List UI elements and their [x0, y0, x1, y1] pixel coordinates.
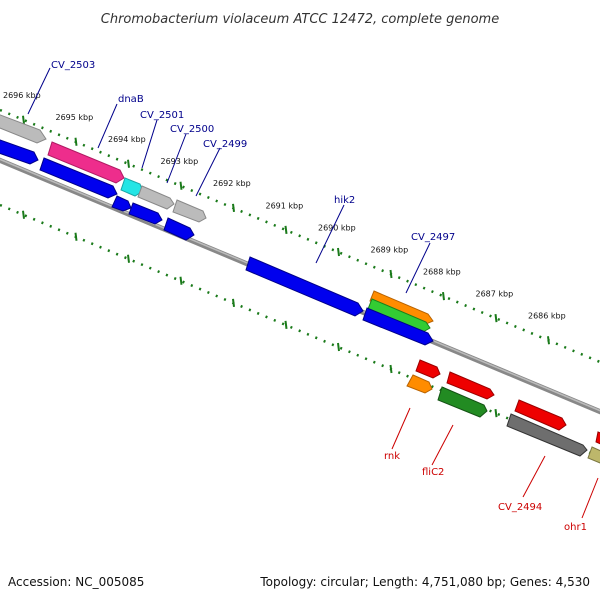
gene-labels: CV_2503 dnaB CV_2501 CV_2500 CV_2499 hik… [27, 60, 599, 533]
map-title: Chromobacterium violaceum ATCC 12472, co… [101, 12, 499, 27]
reverse-major-tick [337, 342, 340, 352]
forward-major-tick [337, 247, 340, 257]
reverse-major-tick [127, 254, 130, 263]
reverse-tick-track [0, 203, 600, 459]
gene-blue-3[interactable] [128, 202, 163, 225]
gene-cv2497-b[interactable] [367, 298, 431, 333]
kbp-label: 2686 kbp [528, 312, 566, 321]
gene-cv2494[interactable] [506, 413, 588, 457]
reverse-major-tick [74, 232, 78, 241]
gene-label-cv2501[interactable]: CV_2501 [140, 110, 184, 121]
forward-major-tick [232, 203, 235, 213]
kbp-labels: 2696 kbp 2695 kbp 2694 kbp 2693 kbp 2692 kbp… [3, 91, 566, 321]
forward-strand-features [0, 113, 434, 346]
kbp-label: 2693 kbp [161, 157, 199, 166]
gene-blue-1[interactable] [39, 157, 118, 199]
gene-dnab[interactable] [47, 141, 125, 184]
gene-flic2[interactable] [437, 386, 488, 418]
gene-red-4[interactable] [595, 431, 600, 448]
kbp-label: 2691 kbp [266, 201, 304, 210]
gene-cv2497-a[interactable] [369, 290, 434, 325]
gene-label-flic2[interactable]: fliC2 [422, 467, 444, 478]
gene-blue-2[interactable] [111, 195, 132, 212]
kbp-label: 2689 kbp [371, 245, 409, 254]
reverse-strand-features [406, 359, 600, 467]
forward-major-tick [127, 159, 130, 168]
gene-label-cv2503[interactable]: CV_2503 [51, 60, 95, 71]
gene-blue-4[interactable] [163, 217, 195, 241]
gene-label-cv2499[interactable]: CV_2499 [203, 139, 247, 150]
forward-major-tick [179, 181, 183, 190]
gene-label-ohr1[interactable]: ohr1 [564, 522, 587, 533]
kbp-label: 2695 kbp [56, 113, 94, 122]
gene-blue-5[interactable] [362, 307, 434, 346]
kbp-label: 2687 kbp [476, 289, 514, 298]
reverse-major-tick [389, 364, 393, 374]
gene-label-cv2494[interactable]: CV_2494 [498, 502, 542, 513]
gene-cv2503[interactable] [0, 113, 47, 144]
forward-major-tick [442, 291, 445, 301]
genome-summary-text: Topology: circular; Length: 4,751,080 bp… [259, 575, 590, 589]
kbp-label: 2692 kbp [213, 179, 251, 188]
gene-label-cv2497[interactable]: CV_2497 [411, 232, 455, 243]
gene-cv2500[interactable] [137, 185, 175, 210]
kbp-label: 2688 kbp [423, 267, 461, 276]
gene-hik2-upstream[interactable] [0, 139, 39, 165]
forward-major-tick [284, 225, 288, 235]
forward-major-tick [74, 137, 78, 146]
kbp-label: 2696 kbp [3, 91, 41, 100]
forward-major-tick [22, 115, 25, 124]
kbp-label: 2690 kbp [318, 223, 356, 232]
forward-tick-track [0, 108, 600, 364]
accession-text: Accession: NC_005085 [8, 575, 144, 589]
gene-label-rnk[interactable]: rnk [384, 451, 400, 462]
forward-major-tick [494, 313, 498, 323]
forward-major-tick [389, 269, 393, 279]
gene-red-3[interactable] [514, 399, 567, 431]
kbp-label: 2694 kbp [108, 135, 146, 144]
gene-red-small[interactable] [415, 359, 441, 379]
reverse-major-tick [22, 210, 25, 219]
gene-cv2499[interactable] [172, 199, 207, 223]
gene-label-dnab[interactable]: dnaB [118, 94, 144, 105]
reverse-major-tick [179, 276, 183, 285]
reverse-major-tick [232, 298, 235, 308]
reverse-major-tick [284, 320, 288, 330]
gene-ohr1[interactable] [587, 446, 600, 467]
reverse-major-tick [494, 408, 498, 418]
gene-rnk[interactable] [406, 374, 433, 394]
gene-label-hik2[interactable]: hik2 [334, 195, 355, 206]
gene-label-cv2500[interactable]: CV_2500 [170, 124, 214, 135]
forward-major-tick [547, 336, 550, 345]
gene-red-2[interactable] [446, 371, 495, 400]
gene-hik2[interactable] [245, 256, 364, 317]
